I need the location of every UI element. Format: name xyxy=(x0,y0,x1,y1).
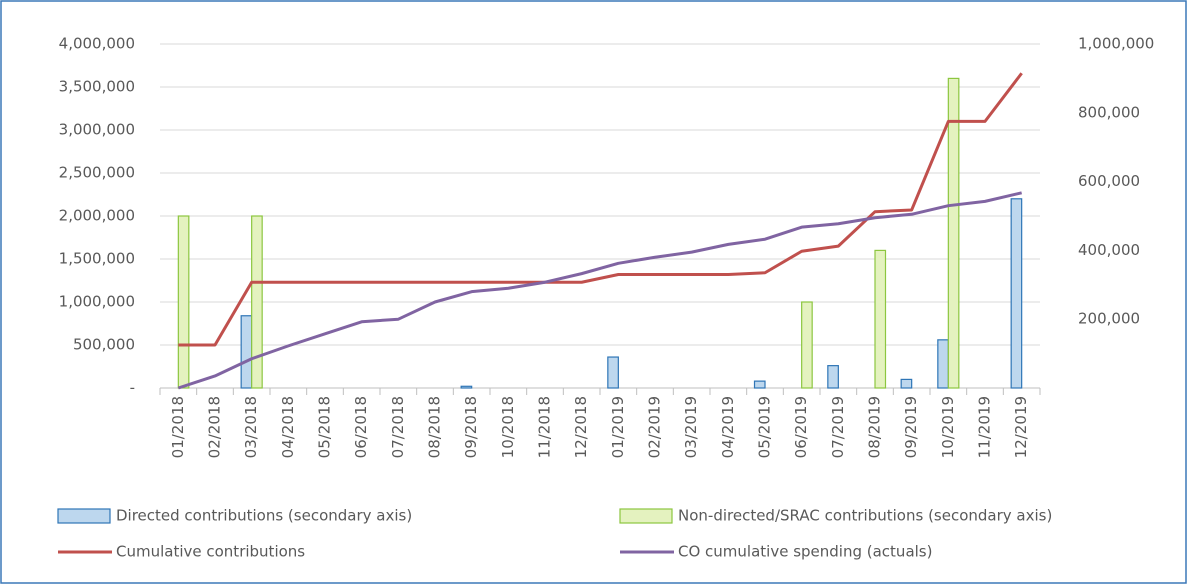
y-tick-label: 1,500,000 xyxy=(59,250,135,268)
legend-swatch xyxy=(57,508,111,524)
y-tick-label: 2,500,000 xyxy=(59,164,135,182)
bar xyxy=(240,315,253,389)
y2-tick-label: 1,000,000 xyxy=(1078,35,1154,53)
x-tick-label: 01/2018 xyxy=(169,396,187,458)
legend-label: CO cumulative spending (actuals) xyxy=(678,543,932,561)
y2-tick-label: 600,000 xyxy=(1078,172,1140,190)
bar xyxy=(753,380,766,389)
x-tick-label: 11/2018 xyxy=(536,396,554,458)
x-tick-label: 10/2019 xyxy=(939,396,957,458)
y2-tick-label: 200,000 xyxy=(1078,310,1140,328)
legend-label: Non-directed/SRAC contributions (seconda… xyxy=(678,507,1052,525)
y2-tick-label: 400,000 xyxy=(1078,241,1140,259)
y2-tick-label: 800,000 xyxy=(1078,103,1140,121)
y-tick-label: 500,000 xyxy=(73,336,135,354)
x-tick-label: 03/2019 xyxy=(682,396,700,458)
x-tick-label: 11/2019 xyxy=(976,396,994,458)
legend-label: Cumulative contributions xyxy=(116,543,305,561)
x-tick-label: 07/2018 xyxy=(389,396,407,458)
x-tick-label: 02/2018 xyxy=(206,396,224,458)
y-tick-label: 4,000,000 xyxy=(59,35,135,53)
y-tick-label: - xyxy=(130,379,135,397)
x-tick-label: 02/2019 xyxy=(646,396,664,458)
x-tick-label: 04/2018 xyxy=(279,396,297,458)
x-tick-label: 03/2018 xyxy=(242,396,260,458)
bar xyxy=(177,215,190,389)
bar xyxy=(1010,198,1023,389)
bar xyxy=(607,356,619,389)
legend-swatch xyxy=(619,508,673,524)
y-tick-label: 3,500,000 xyxy=(59,78,135,96)
y-tick-label: 2,000,000 xyxy=(59,207,135,225)
x-tick-label: 04/2019 xyxy=(719,396,737,458)
x-tick-label: 08/2019 xyxy=(866,396,884,458)
bar xyxy=(874,249,887,389)
bar xyxy=(937,339,949,389)
y-tick-label: 3,000,000 xyxy=(59,121,135,139)
x-tick-label: 06/2018 xyxy=(352,396,370,458)
bar xyxy=(251,215,263,389)
line xyxy=(177,191,1023,390)
line xyxy=(178,72,1023,347)
x-tick-label: 06/2019 xyxy=(792,396,810,458)
x-tick-label: 10/2018 xyxy=(499,396,517,458)
bar xyxy=(947,77,960,389)
bar xyxy=(460,385,473,389)
bar xyxy=(801,301,813,389)
x-tick-label: 12/2018 xyxy=(572,396,590,458)
bar xyxy=(900,378,913,389)
x-tick-label: 01/2019 xyxy=(609,396,627,458)
x-tick-label: 09/2018 xyxy=(462,396,480,458)
legend-label: Directed contributions (secondary axis) xyxy=(116,507,412,525)
x-tick-label: 09/2019 xyxy=(902,396,920,458)
x-tick-label: 05/2018 xyxy=(316,396,334,458)
y-tick-label: 1,000,000 xyxy=(59,293,135,311)
x-tick-label: 07/2019 xyxy=(829,396,847,458)
bar xyxy=(827,365,839,389)
x-tick-label: 12/2019 xyxy=(1012,396,1030,458)
x-tick-label: 08/2018 xyxy=(426,396,444,458)
x-tick-label: 05/2019 xyxy=(756,396,774,458)
